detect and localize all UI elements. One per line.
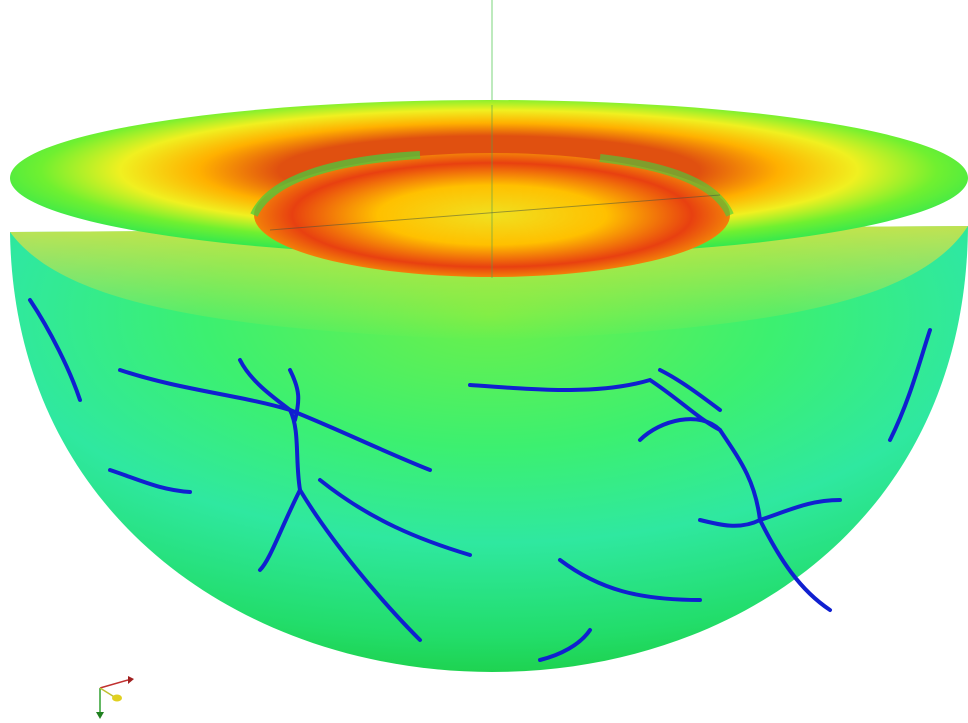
orientation-axes [96,676,134,719]
page [0,0,968,723]
render-view [0,0,968,723]
